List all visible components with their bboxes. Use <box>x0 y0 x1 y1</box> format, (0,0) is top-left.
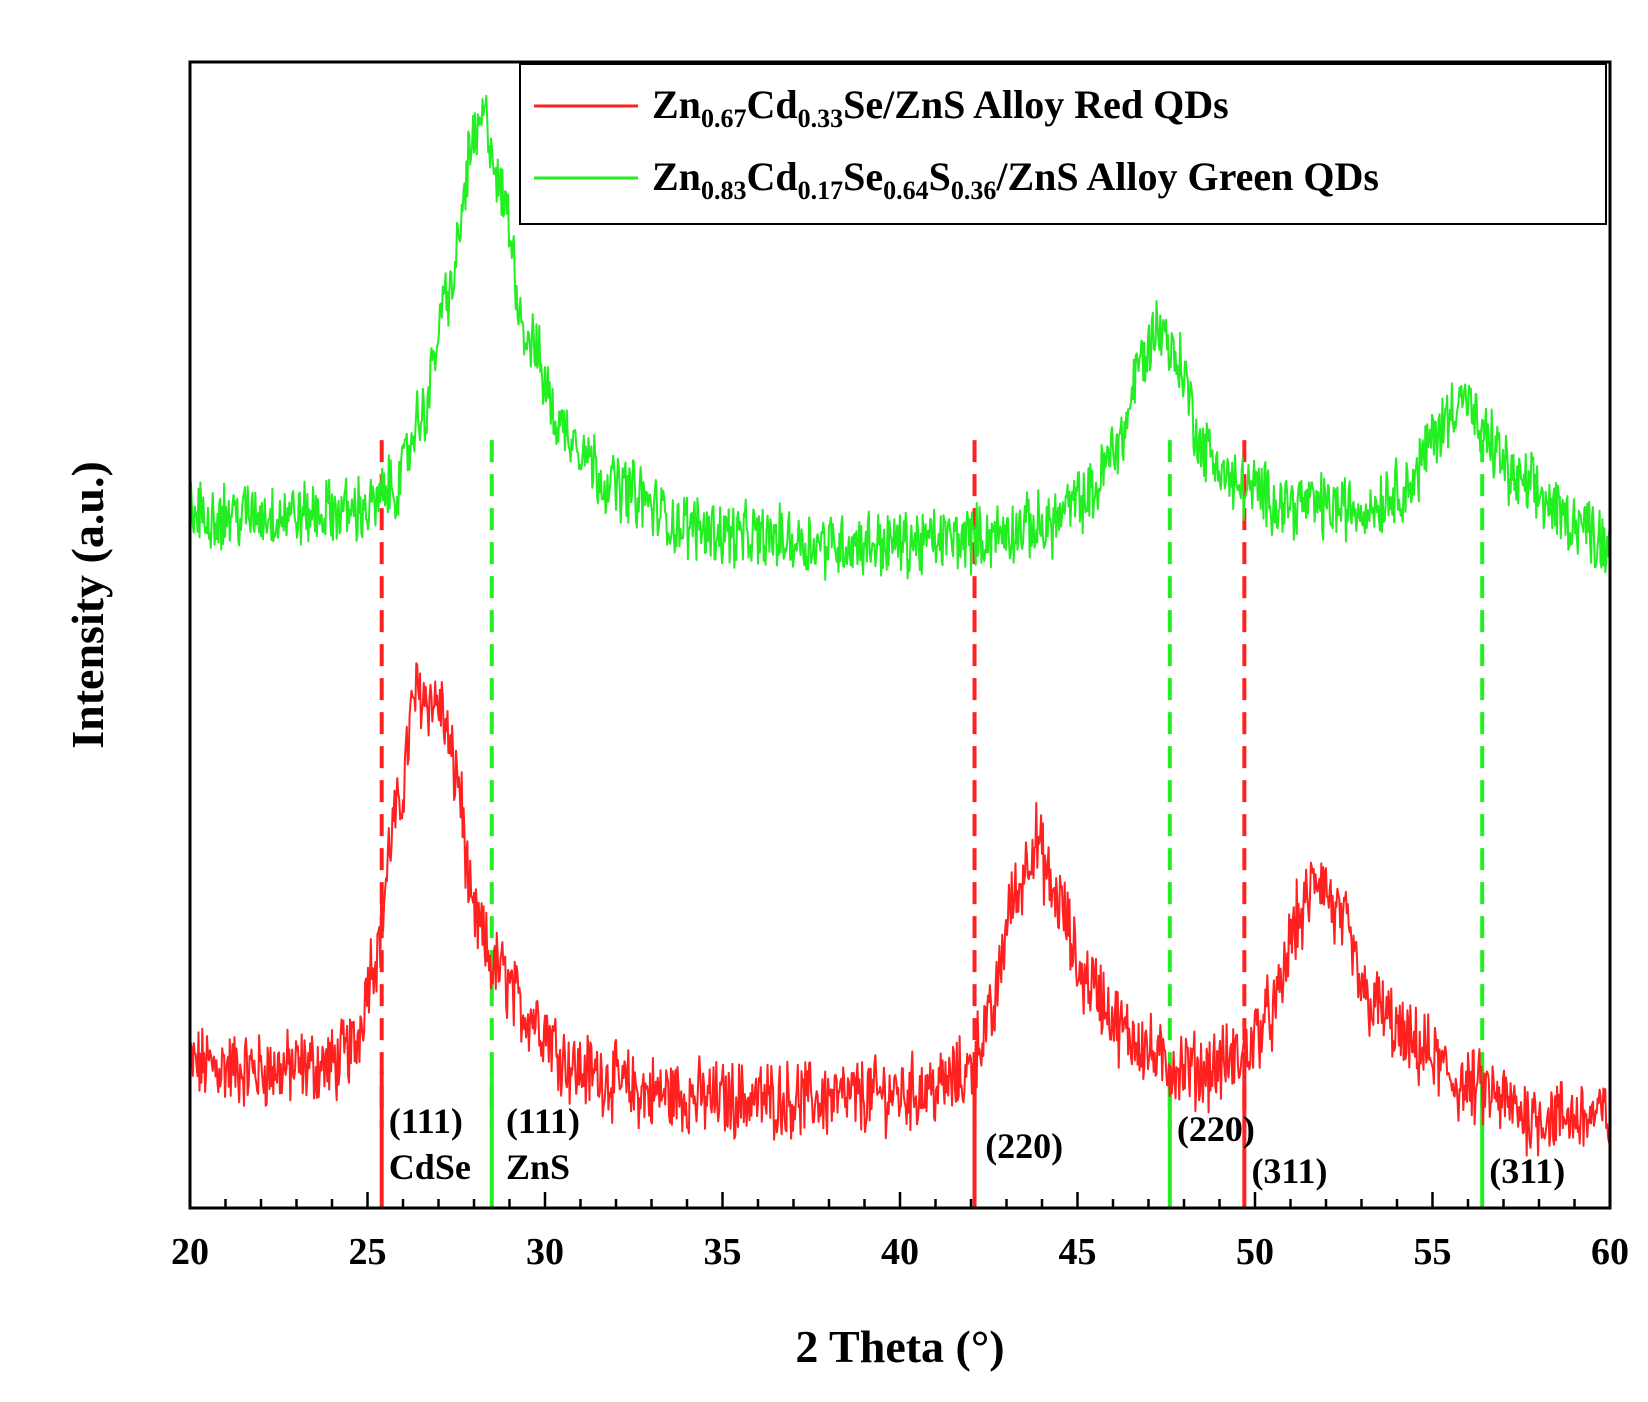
x-tick-label: 25 <box>349 1231 387 1273</box>
peak-label: ZnS <box>506 1147 570 1187</box>
x-axis: 20 25 30 35 40 45 50 55 60 <box>171 1192 1629 1273</box>
x-tick-label: 30 <box>526 1231 564 1273</box>
legend-box <box>519 63 1607 225</box>
peak-label: (311) <box>1489 1151 1565 1191</box>
series-line-1 <box>189 94 1611 581</box>
peak-annotations: (111)CdSe(111)ZnS(220) (220)(311) (311) <box>389 1101 1566 1191</box>
x-tick-label: 50 <box>1236 1231 1274 1273</box>
reference-lines <box>379 440 1485 1208</box>
series-layer <box>189 94 1611 1157</box>
legend: Zn0.67Cd0.33Se/ZnS Alloy Red QDs Zn0.83Cd… <box>519 63 1607 225</box>
x-tick-label: 60 <box>1591 1231 1629 1273</box>
peak-label: CdSe <box>389 1147 471 1187</box>
x-tick-label: 40 <box>881 1231 919 1273</box>
peak-label: (220) <box>1177 1109 1255 1149</box>
legend-entry: Zn0.67Cd0.33Se/ZnS Alloy Red QDs <box>652 82 1229 133</box>
legend-entry: Zn0.83Cd0.17Se0.64S0.36/ZnS Alloy Green … <box>652 154 1379 205</box>
x-tick-label: 35 <box>704 1231 742 1273</box>
x-axis-label: 2 Theta (°) <box>795 1321 1004 1372</box>
y-axis-label: Intensity (a.u.) <box>62 461 113 749</box>
x-tick-label: 20 <box>171 1231 209 1273</box>
peak-label: (111) <box>389 1101 463 1141</box>
x-tick-label: 55 <box>1414 1231 1452 1273</box>
peak-label: (311) <box>1251 1151 1327 1191</box>
x-tick-label: 45 <box>1059 1231 1097 1273</box>
peak-label: (111) <box>506 1101 580 1141</box>
series-line-0 <box>189 662 1611 1157</box>
plot-frame <box>188 60 1612 1210</box>
peak-label: (220) <box>985 1126 1063 1166</box>
